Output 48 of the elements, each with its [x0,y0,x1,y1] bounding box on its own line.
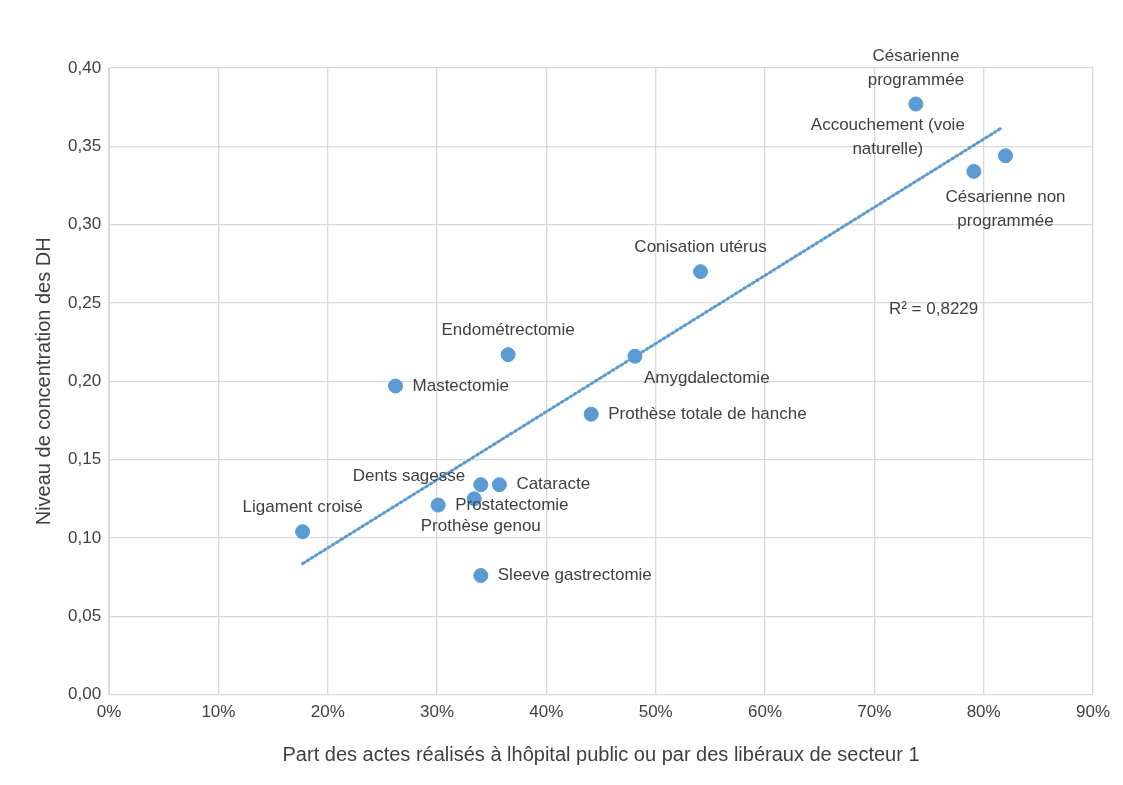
x-tick-label: 70% [857,702,892,722]
x-tick-label: 40% [529,702,564,722]
annotation: Cataracte [516,474,591,494]
annotation: Ligament croisé [242,497,363,517]
x-tick-label: 90% [1075,702,1111,722]
x-tick-label: 60% [748,702,783,722]
annotation: Prothèse totale de hanche [608,403,807,423]
annotation: Sleeve gastrectomie [497,565,652,585]
annotation: Amygdalectomie [643,367,770,387]
annotation: Mastectomie [412,375,509,395]
y-tick-label: 0,40 [67,57,102,77]
annotation: Conisation utérus [634,237,767,257]
x-tick-label: 20% [310,702,345,722]
point [473,477,489,493]
annotation: Prostatectomie [455,494,569,514]
x-tick-label: 80% [966,702,1001,722]
annotation: Accouchement (voie naturelle) [810,115,965,159]
annotation: Césarienne non programmée [945,187,1066,231]
y-tick-label: 0,25 [67,292,102,312]
y-tick-label: 0,30 [67,214,102,234]
annotation: Endométrectomie [441,320,575,340]
x-tick-label: 10% [201,702,236,722]
y-tick-label: 0,35 [67,136,102,156]
point [491,477,507,493]
point [430,497,446,513]
point [627,348,643,364]
point [583,406,599,422]
point [473,568,489,584]
point [693,264,709,280]
x-tick-label: 50% [638,702,673,722]
y-tick-label: 0,15 [67,449,102,469]
annotation: Césarienne programmée [867,45,965,89]
point [500,347,516,363]
x-axis-title: Part des actes réalisés à lhôpital public ou par des libéraux de secteur 1 [282,742,920,765]
point [388,378,404,394]
y-tick-label: 0,10 [67,527,102,547]
point [908,96,924,112]
point [295,524,311,540]
y-tick-label: 0,20 [67,370,102,390]
x-tick-label: 0% [96,702,122,722]
annotation: R² = 0,8229 [888,298,979,318]
y-tick-label: 0,05 [67,605,102,625]
x-tick-label: 30% [420,702,455,722]
y-tick-label: 0,00 [67,684,102,704]
point [966,163,982,179]
y-axis-title: Niveau de concentration des DH [31,237,54,526]
point [998,148,1014,164]
annotation: Prothèse genou [420,516,541,536]
